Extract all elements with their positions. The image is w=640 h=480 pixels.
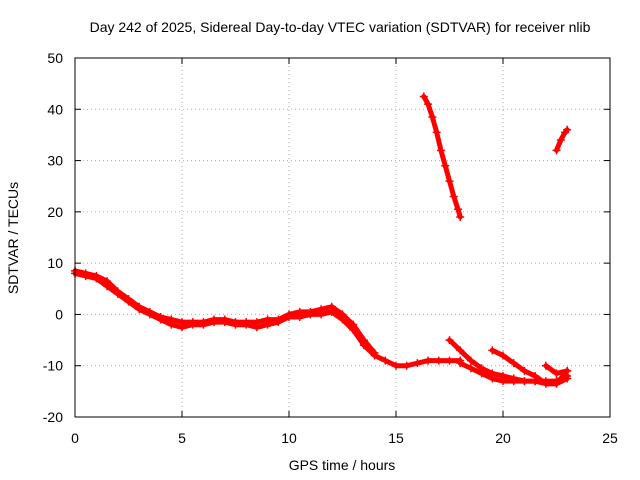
data-point-marker [520, 377, 529, 386]
data-point-marker [274, 315, 283, 324]
data-point-marker [317, 305, 326, 314]
data-point-marker [402, 361, 411, 370]
data-point-marker [449, 192, 458, 201]
y-axis-label: SDTVAR / TECUs [5, 182, 21, 294]
data-point-marker [466, 364, 475, 373]
series-track-offset [71, 266, 379, 357]
data-point-marker [359, 336, 368, 345]
data-point-marker [531, 371, 540, 380]
x-axis-label: GPS time / hours [289, 457, 396, 473]
data-point-marker [413, 359, 422, 368]
data-point-marker [381, 356, 390, 365]
y-tick-label: 30 [47, 153, 63, 169]
data-point-marker [263, 315, 272, 324]
data-point-marker [167, 315, 176, 324]
data-point-marker [156, 312, 165, 321]
data-point-marker [509, 359, 518, 368]
series-arc-short [552, 125, 572, 155]
data-point-marker [541, 361, 550, 370]
data-point-marker [338, 310, 347, 319]
data-point-marker [563, 125, 572, 134]
y-tick-label: -20 [43, 409, 63, 425]
x-tick-label: 0 [71, 430, 79, 446]
y-tick-label: 10 [47, 255, 63, 271]
series-layer [71, 92, 572, 388]
data-point-marker [445, 356, 454, 365]
data-point-marker [563, 366, 572, 375]
x-tick-label: 10 [281, 430, 297, 446]
data-point-marker [285, 310, 293, 319]
data-point-marker [563, 374, 572, 383]
data-point-marker [252, 318, 261, 327]
series-band [72, 268, 378, 356]
data-point-marker [113, 287, 122, 296]
x-tick-label: 15 [388, 430, 404, 446]
data-point-marker [488, 369, 497, 378]
data-point-marker [424, 356, 433, 365]
chart-title: Day 242 of 2025, Sidereal Day-to-day VTE… [90, 19, 591, 35]
data-point-marker [242, 318, 251, 327]
data-point-marker [231, 318, 240, 327]
y-tick-label: 40 [47, 101, 63, 117]
data-point-marker [552, 379, 561, 388]
data-point-marker [556, 136, 565, 145]
data-point-marker [432, 128, 441, 137]
data-point-marker [434, 356, 443, 365]
x-tick-label: 20 [495, 430, 511, 446]
data-point-marker [552, 369, 561, 378]
x-tick-label: 5 [178, 430, 186, 446]
data-point-marker [199, 318, 208, 327]
data-point-marker [456, 346, 465, 355]
data-point-marker [135, 302, 144, 311]
plot-frame [74, 57, 611, 418]
data-point-marker [520, 366, 529, 375]
data-point-marker [541, 379, 550, 388]
y-tick-label: 50 [47, 50, 63, 66]
x-tick-label: 25 [602, 430, 618, 446]
data-point-marker [552, 146, 561, 155]
data-point-marker [477, 364, 486, 373]
data-point-marker [306, 307, 315, 316]
data-point-marker [92, 271, 101, 280]
data-point-marker [509, 374, 518, 383]
data-point-marker [103, 277, 112, 286]
data-point-marker [419, 92, 428, 101]
data-point-marker [499, 351, 507, 360]
y-tick-label: 0 [55, 306, 63, 322]
data-point-marker [349, 320, 358, 329]
data-point-marker [327, 302, 336, 311]
series-track-late-c [488, 346, 572, 388]
data-point-marker [436, 146, 445, 155]
series-track-late-d [541, 361, 572, 378]
data-point-marker [424, 100, 433, 109]
data-point-marker [392, 361, 400, 370]
data-point-marker [456, 359, 465, 368]
data-point-marker [499, 371, 507, 380]
data-point-marker [124, 295, 133, 304]
data-point-marker [81, 269, 90, 278]
y-tick-label: 20 [47, 204, 63, 220]
data-point-marker [370, 348, 379, 357]
data-point-marker [145, 307, 154, 316]
data-point-marker [456, 212, 465, 221]
data-point-marker [466, 356, 475, 365]
series-arc-steep [419, 92, 465, 221]
data-point-marker [188, 318, 197, 327]
data-point-marker [295, 307, 304, 316]
data-point-marker [178, 318, 186, 327]
tick-layer: 0 5 10 15 20 25 -20 -10 0 10 20 30 40 50 [43, 50, 618, 446]
data-point-marker [220, 315, 229, 324]
data-point-marker [441, 161, 450, 170]
data-point-marker [454, 205, 463, 214]
data-point-marker [428, 112, 437, 121]
data-point-marker [445, 177, 454, 186]
y-tick-label: -10 [43, 358, 63, 374]
data-point-marker [488, 346, 497, 355]
data-point-marker [445, 336, 454, 345]
data-point-marker [210, 315, 219, 324]
